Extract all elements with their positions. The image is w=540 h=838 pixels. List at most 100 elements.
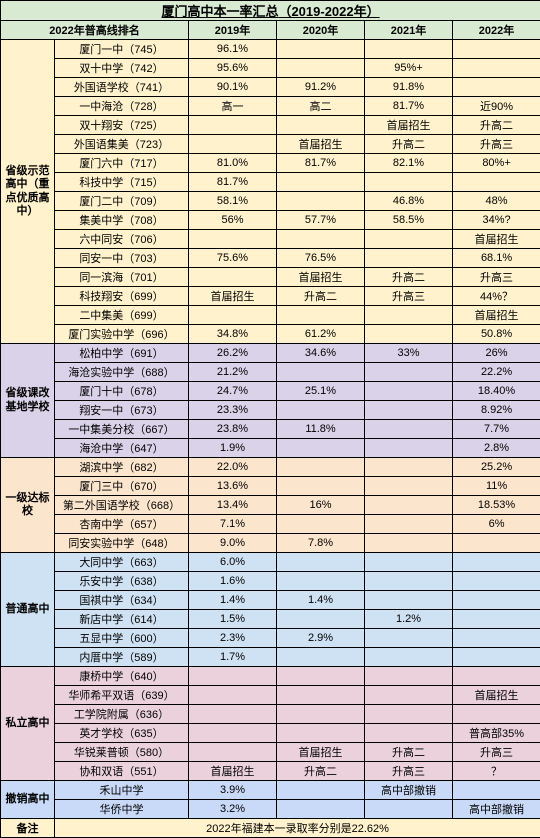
val-2021 xyxy=(365,306,453,325)
val-2022 xyxy=(453,610,540,629)
table-row: 第二外国语学校（668）13.4%16%18.53% xyxy=(1,496,540,515)
val-2019: 3.2% xyxy=(189,800,277,819)
school-name: 协和双语（551） xyxy=(55,762,189,781)
val-2019: 24.7% xyxy=(189,382,277,401)
table-row: 厦门十中（678）24.7%25.1%18.40% xyxy=(1,382,540,401)
col-header-2019: 2019年 xyxy=(189,21,277,40)
val-2020 xyxy=(277,363,365,382)
val-2019: 34.8% xyxy=(189,325,277,344)
val-2022: 22.2% xyxy=(453,363,540,382)
val-2021: 升高三 xyxy=(365,287,453,306)
val-2022: 升高三 xyxy=(453,268,540,287)
val-2020 xyxy=(277,306,365,325)
val-2019 xyxy=(189,724,277,743)
table-row: 厦门二中（709）58.1%46.8%48% xyxy=(1,192,540,211)
val-2019: 56% xyxy=(189,211,277,230)
note-text: 2022年福建本一录取率分别是22.62% xyxy=(55,819,540,838)
val-2021 xyxy=(365,534,453,553)
val-2021 xyxy=(365,686,453,705)
val-2020: 1.4% xyxy=(277,591,365,610)
school-name: 厦门实验中学（696） xyxy=(55,325,189,344)
table-row: 外国语集美（723）首届招生升高二升高三 xyxy=(1,135,540,154)
table-row: 国祺中学（634）1.4%1.4% xyxy=(1,591,540,610)
val-2020 xyxy=(277,705,365,724)
table-row: 同安一中（703）75.6%76.5%68.1% xyxy=(1,249,540,268)
val-2019: 23.8% xyxy=(189,420,277,439)
val-2020 xyxy=(277,553,365,572)
table-row: 普通高中大同中学（663）6.0% xyxy=(1,553,540,572)
note-label: 备注 xyxy=(1,819,55,838)
val-2020: 首届招生 xyxy=(277,268,365,287)
table-row: 一中集美分校（667）23.8%11.8%7.7% xyxy=(1,420,540,439)
val-2022: 8.92% xyxy=(453,401,540,420)
val-2021 xyxy=(365,724,453,743)
val-2021 xyxy=(365,325,453,344)
school-name: 翔安一中（673） xyxy=(55,401,189,420)
val-2020: 升高二 xyxy=(277,287,365,306)
val-2022: 44%？ xyxy=(453,287,540,306)
val-2020: 34.6% xyxy=(277,344,365,363)
val-2019: 95.6% xyxy=(189,59,277,78)
val-2020 xyxy=(277,515,365,534)
val-2021 xyxy=(365,382,453,401)
val-2020 xyxy=(277,401,365,420)
table-row: 一中海沧（728）高一高二81.7%近90% xyxy=(1,97,540,116)
val-2022: 升高二 xyxy=(453,116,540,135)
val-2021 xyxy=(365,800,453,819)
col-header-2020: 2020年 xyxy=(277,21,365,40)
val-2019: 75.6% xyxy=(189,249,277,268)
val-2019: 96.1% xyxy=(189,40,277,59)
val-2020 xyxy=(277,800,365,819)
val-2021 xyxy=(365,477,453,496)
val-2022 xyxy=(453,78,540,97)
school-name: 厦门三中（670） xyxy=(55,477,189,496)
val-2020: 57.7% xyxy=(277,211,365,230)
table-row: 省级示范高中（重点优质高中）厦门一中（745）96.1% xyxy=(1,40,540,59)
val-2022: 68.1% xyxy=(453,249,540,268)
val-2022 xyxy=(453,173,540,192)
val-2020 xyxy=(277,686,365,705)
val-2020 xyxy=(277,458,365,477)
val-2019: 7.1% xyxy=(189,515,277,534)
table-row: 私立高中康桥中学（640） xyxy=(1,667,540,686)
table-row: 科技翔安（699）首届招生升高二升高三44%？ xyxy=(1,287,540,306)
val-2021: 升高二 xyxy=(365,268,453,287)
val-2019: 81.0% xyxy=(189,154,277,173)
table-row: 外国语学校（741）90.1%91.2%91.8% xyxy=(1,78,540,97)
school-name: 华师希平双语（639） xyxy=(55,686,189,705)
table-row: 备注2022年福建本一录取率分别是22.62% xyxy=(1,819,540,838)
category-label: 私立高中 xyxy=(1,667,55,781)
val-2020 xyxy=(277,116,365,135)
val-2019: 9.0% xyxy=(189,534,277,553)
school-name: 华侨中学 xyxy=(55,800,189,819)
val-2021: 升高二 xyxy=(365,743,453,762)
val-2022: 7.7% xyxy=(453,420,540,439)
table-row: 一级达标校湖滨中学（682）22.0%25.2% xyxy=(1,458,540,477)
table-row: 厦门高中本一率汇总（2019-2022年） xyxy=(1,1,540,21)
table-row: 五显中学（600）2.3%2.9% xyxy=(1,629,540,648)
school-name: 六中同安（706） xyxy=(55,230,189,249)
table-row: 海沧中学（647）1.9%2.8% xyxy=(1,439,540,458)
school-name: 华锐莱普顿（580） xyxy=(55,743,189,762)
val-2019: 23.3% xyxy=(189,401,277,420)
val-2022: 18.53% xyxy=(453,496,540,515)
school-name: 集美中学（708） xyxy=(55,211,189,230)
table-row: 双十翔安（725）首届招生升高二 xyxy=(1,116,540,135)
school-name: 一中集美分校（667） xyxy=(55,420,189,439)
val-2021: 81.7% xyxy=(365,97,453,116)
val-2019: 22.0% xyxy=(189,458,277,477)
val-2021 xyxy=(365,667,453,686)
val-2020 xyxy=(277,610,365,629)
table-row: 英才学校（635）普高部35% xyxy=(1,724,540,743)
school-name: 双十翔安（725） xyxy=(55,116,189,135)
val-2021 xyxy=(365,173,453,192)
table-row: 华锐莱普顿（580）首届招生升高二升高三 xyxy=(1,743,540,762)
val-2019: 2.3% xyxy=(189,629,277,648)
val-2019 xyxy=(189,743,277,762)
school-name: 科技翔安（699） xyxy=(55,287,189,306)
val-2021: 95%+ xyxy=(365,59,453,78)
table-row: 翔安一中（673）23.3% 8.92% xyxy=(1,401,540,420)
school-name: 同安实验中学（648） xyxy=(55,534,189,553)
val-2022 xyxy=(453,591,540,610)
val-2021: 升高三 xyxy=(365,762,453,781)
